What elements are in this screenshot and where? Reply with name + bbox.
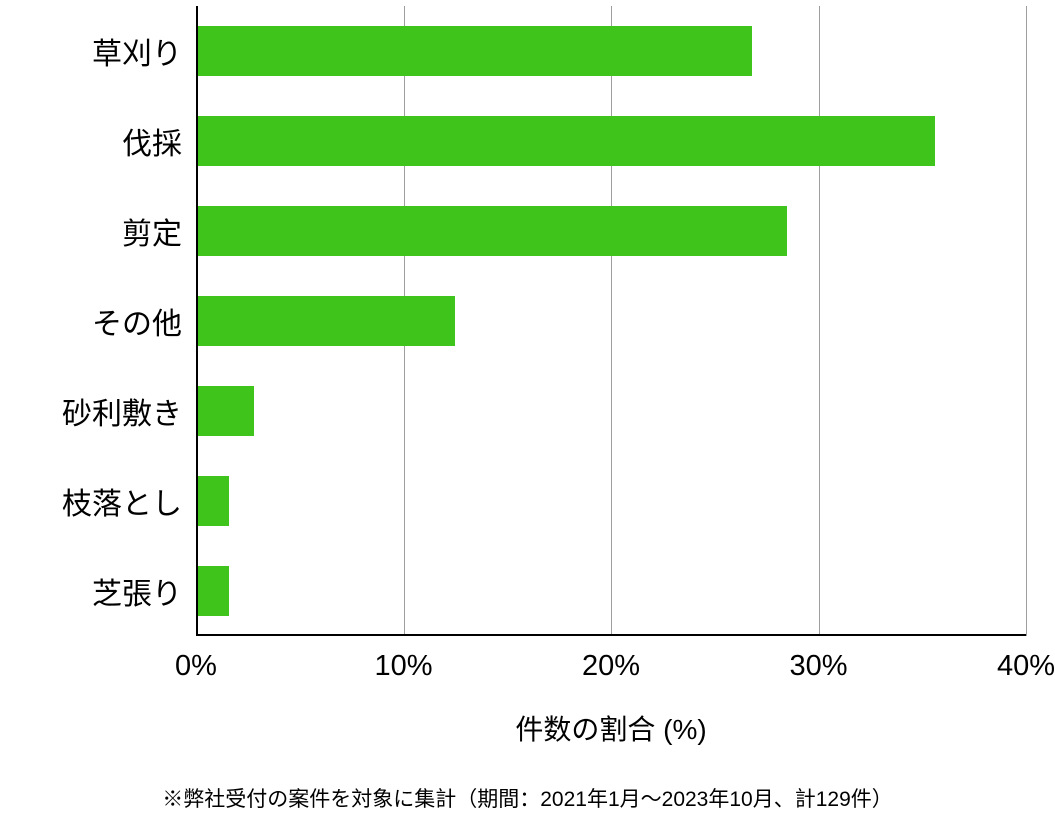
gridline [611,6,612,636]
category-label: 伐採 [122,119,182,163]
bar [196,476,229,526]
bar [196,116,935,166]
gridline [819,6,820,636]
x-axis-line [196,634,1026,636]
x-tick-label: 40% [997,650,1055,683]
category-label: 草刈り [92,29,182,73]
x-axis-title: 件数の割合 (%) [515,708,706,748]
y-axis-labels: 草刈り伐採剪定その他砂利敷き枝落とし芝張り [0,6,182,636]
x-tick-label: 10% [374,650,432,683]
x-tick-label: 20% [582,650,640,683]
y-axis-line [196,6,198,636]
bar [196,296,455,346]
category-label: 芝張り [92,569,182,613]
bar-chart: 草刈り伐採剪定その他砂利敷き枝落とし芝張り 0% 10% 20% 30% 40% 件数の割合… [0,0,1055,812]
plot-area [196,6,1026,636]
gridline [1026,6,1027,636]
category-label: その他 [92,299,182,343]
category-label: 枝落とし [62,479,182,523]
bar [196,566,229,616]
x-tick-label: 0% [175,650,217,683]
bar [196,26,752,76]
footnote: ※弊社受付の案件を対象に集計（期間：2021年1月～2023年10月、計129件… [162,783,893,813]
bar [196,206,787,256]
category-label: 剪定 [122,209,182,253]
x-tick-label: 30% [789,650,847,683]
category-label: 砂利敷き [62,389,182,433]
bar [196,386,254,436]
